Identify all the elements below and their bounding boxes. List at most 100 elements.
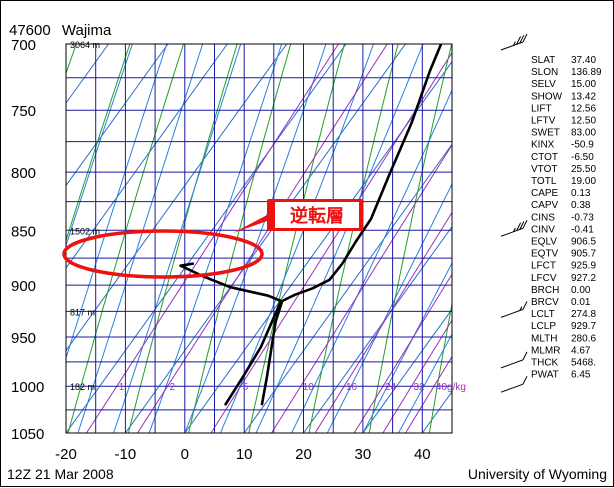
dry-adiabat-line: [610, 37, 614, 433]
index-value: 12.50: [571, 116, 596, 127]
moist-adiabat-line: [42, 44, 167, 433]
index-name: THCK: [531, 358, 559, 369]
index-name: LCLP: [531, 321, 556, 332]
moist-adiabat-line: [292, 44, 473, 433]
index-name: LFCT: [531, 261, 556, 272]
height-label: 182 m: [70, 382, 95, 392]
index-value: -50.9: [571, 140, 594, 151]
index-value: -6.50: [571, 152, 594, 163]
y-tick-label: 800: [11, 165, 36, 182]
isotherm-line: [125, 44, 405, 433]
y-tick-label: 950: [11, 330, 36, 347]
index-value: -0.41: [571, 224, 594, 235]
x-tick-label: 40: [414, 446, 431, 463]
x-tick-label: 20: [295, 446, 312, 463]
index-name: LIFT: [531, 103, 552, 114]
index-value: 136.89: [571, 67, 602, 78]
index-value: 280.6: [571, 333, 596, 344]
mixing-ratio-label: 24: [385, 382, 397, 393]
moist-adiabat-line: [327, 44, 520, 433]
mixing-ratio-line: [315, 44, 557, 433]
callout-text: 逆転層: [290, 205, 344, 227]
index-value: 905.7: [571, 249, 596, 260]
index-name: SELV: [531, 79, 556, 90]
mixing-ratio-line: [211, 44, 458, 433]
index-name: BRCH: [531, 285, 559, 296]
index-name: TOTL: [531, 176, 557, 187]
inversion-highlight-ellipse: [64, 231, 262, 277]
mixing-ratio-label: 40g/kg: [436, 382, 466, 393]
mixing-ratio-label: 16: [346, 382, 358, 393]
index-name: LFTV: [531, 116, 556, 127]
index-name: BRCV: [531, 297, 559, 308]
index-name: CAPV: [531, 200, 559, 211]
index-value: 925.9: [571, 261, 596, 272]
index-name: SWET: [531, 128, 560, 139]
dry-adiabat-line: [249, 37, 346, 433]
mixing-ratio-label: 5: [243, 382, 249, 393]
isotherm-line: [66, 44, 346, 433]
index-name: MLMR: [531, 345, 560, 356]
index-value: 6.45: [571, 370, 591, 381]
index-value: 37.40: [571, 55, 596, 66]
mixing-ratio-label: 32: [413, 382, 425, 393]
index-value: 19.00: [571, 176, 596, 187]
station-id: 47600: [9, 22, 51, 39]
index-name: SLON: [531, 67, 558, 78]
index-value: 4.67: [571, 345, 591, 356]
index-value: 83.00: [571, 128, 596, 139]
index-value: 15.00: [571, 79, 596, 90]
index-value: 5468.: [571, 358, 596, 369]
index-value: 12.56: [571, 103, 596, 114]
height-label: 1502 m: [70, 226, 100, 236]
index-name: EQTV: [531, 249, 559, 260]
dry-adiabat-line: [429, 37, 507, 433]
index-name: LFCV: [531, 273, 557, 284]
x-tick-label: -20: [55, 446, 77, 463]
dry-adiabat-line: [189, 37, 293, 433]
index-name: LCLT: [531, 309, 555, 320]
footer-time: 12Z 21 Mar 2008: [7, 466, 114, 482]
wind-barb: [501, 34, 527, 50]
y-tick-label: 900: [11, 278, 36, 295]
wind-barb: [501, 301, 527, 317]
index-value: 25.50: [571, 164, 596, 175]
moist-adiabat-line: [114, 44, 241, 433]
index-value: 0.01: [571, 297, 591, 308]
index-name: SHOW: [531, 91, 563, 102]
station-title: 47600 Wajima: [9, 22, 112, 39]
index-name: KINX: [531, 140, 555, 151]
x-tick-label: 10: [236, 446, 253, 463]
index-value: 927.2: [571, 273, 596, 284]
x-tick-label: -10: [115, 446, 137, 463]
index-value: 0.00: [571, 285, 591, 296]
index-name: VTOT: [531, 164, 557, 175]
index-value: 0.13: [571, 188, 591, 199]
mixing-ratio-label: 1: [119, 382, 125, 393]
y-tick-label: 700: [11, 37, 36, 54]
index-value: 274.8: [571, 309, 596, 320]
index-name: CAPE: [531, 188, 559, 199]
station-name: Wajima: [62, 22, 112, 39]
index-name: EQLV: [531, 237, 557, 248]
index-value: 0.38: [571, 200, 591, 211]
y-tick-label: 1000: [11, 379, 44, 396]
mixing-ratio-label: 10: [303, 382, 315, 393]
height-label: 817 m: [70, 307, 95, 317]
wind-barb: [501, 352, 527, 368]
x-tick-label: 0: [181, 446, 189, 463]
y-tick-label: 850: [11, 223, 36, 240]
index-name: CTOT: [531, 152, 558, 163]
index-name: SLAT: [531, 55, 555, 66]
wind-barb: [501, 220, 527, 236]
y-tick-label: 750: [11, 103, 36, 120]
moist-adiabat-line: [256, 44, 423, 433]
index-name: CINS: [531, 212, 555, 223]
index-value: 906.5: [571, 237, 596, 248]
footer-source: University of Wyoming: [468, 466, 607, 482]
height-label: 3064 m: [70, 40, 100, 50]
index-value: 13.42: [571, 91, 596, 102]
index-name: CINV: [531, 224, 555, 235]
